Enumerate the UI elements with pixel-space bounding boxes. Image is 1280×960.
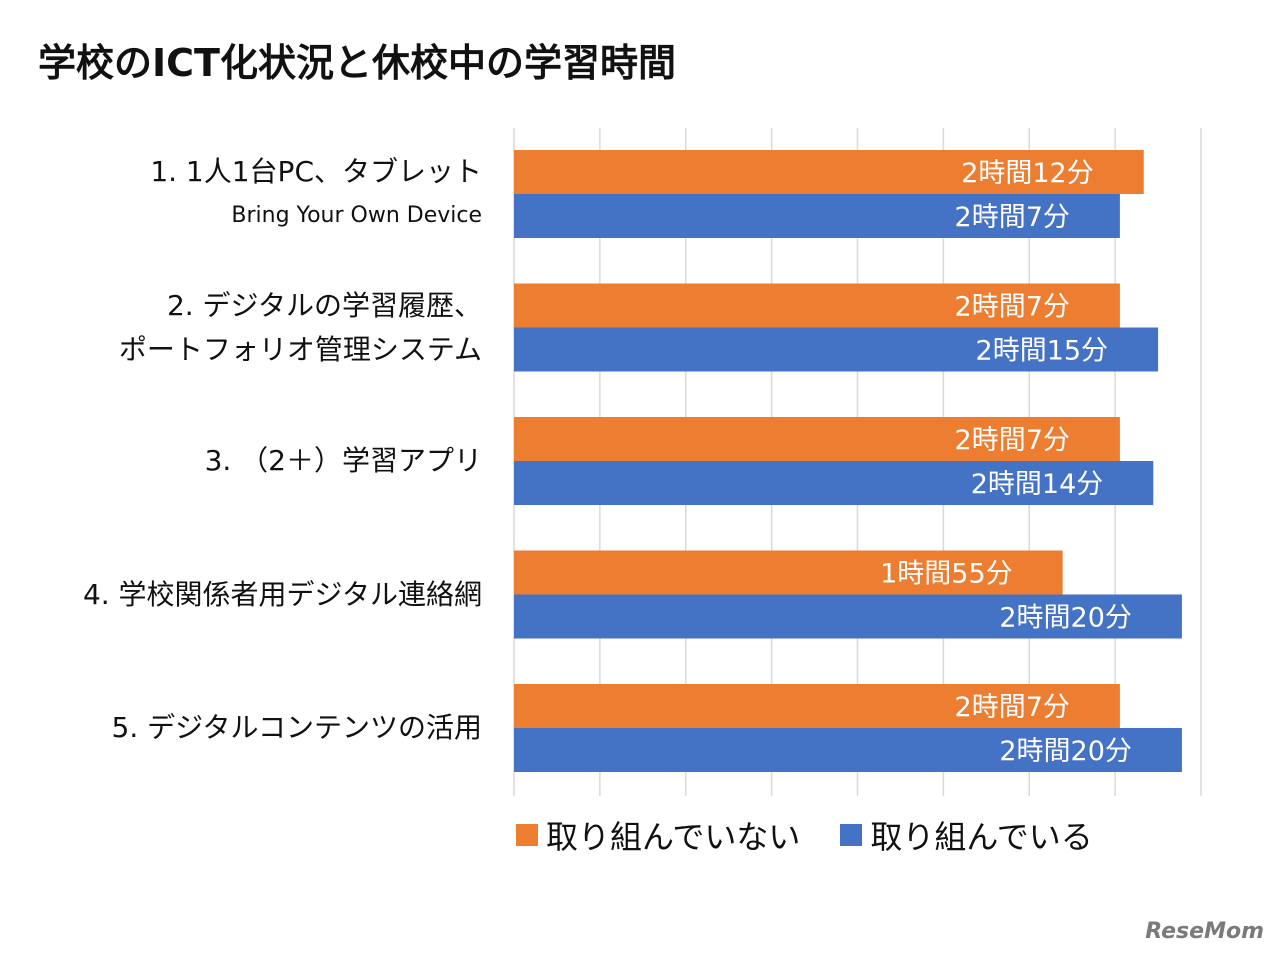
category-label-4: 4. 学校関係者用デジタル連絡網 [83,573,482,617]
legend: 取り組んでいない 取り組んでいる [516,812,1093,858]
bar-not-engaged-5 [514,684,1120,728]
category-label-text: 1. 1人1台PC、タブレット [150,155,482,188]
legend-item-engaged: 取り組んでいる [840,812,1093,858]
data-label: 2時間7分 [955,202,1070,233]
category-label-text: 5. デジタルコンテンツの活用 [111,711,483,744]
resemom-logo: ReseMom [1145,919,1264,944]
legend-swatch-orange [516,824,538,846]
category-label-text: 3. （2＋）学習アプリ [204,444,482,477]
data-label: 2時間7分 [955,425,1070,456]
chart-title: 学校のICT化状況と休校中の学習時間 [38,41,676,85]
bar-engaged-4 [514,594,1182,639]
legend-swatch-blue [840,824,863,846]
bar-engaged-1 [514,194,1120,238]
bar-not-engaged-2 [514,283,1120,328]
data-label: 2時間7分 [955,692,1070,723]
category-label-3: 3. （2＋）学習アプリ [205,439,482,483]
category-sublabel-text: ポートフォリオ管理システム [118,332,482,366]
category-sublabel-text: Bring Your Own Device [231,203,482,228]
legend-label: 取り組んでいない [546,818,801,856]
category-label-2: 2. デジタルの学習履歴、ポートフォリオ管理システム [119,284,482,372]
category-label-text: 2. デジタルの学習履歴、 [166,288,482,322]
legend-item-not-engaged: 取り組んでいない [516,812,800,858]
data-label: 2時間20分 [999,736,1132,767]
data-label: 2時間20分 [999,603,1132,634]
data-label: 2時間15分 [976,336,1109,367]
data-label: 2時間7分 [955,292,1070,323]
bar-not-engaged-1 [514,150,1144,194]
bar-engaged-2 [514,327,1159,372]
data-label: 2時間14分 [971,469,1104,500]
bar-not-engaged-3 [514,417,1120,461]
bar-engaged-3 [514,461,1154,505]
legend-label: 取り組んでいる [870,818,1093,856]
bar-not-engaged-4 [514,550,1063,595]
bar-engaged-5 [514,728,1182,772]
data-label: 2時間12分 [961,158,1094,189]
category-label-5: 5. デジタルコンテンツの活用 [112,706,483,750]
category-label-1: 1. 1人1台PC、タブレット Bring Your Own Device [150,150,482,238]
data-label: 1時間55分 [880,559,1013,590]
category-label-text: 4. 学校関係者用デジタル連絡網 [82,577,482,611]
